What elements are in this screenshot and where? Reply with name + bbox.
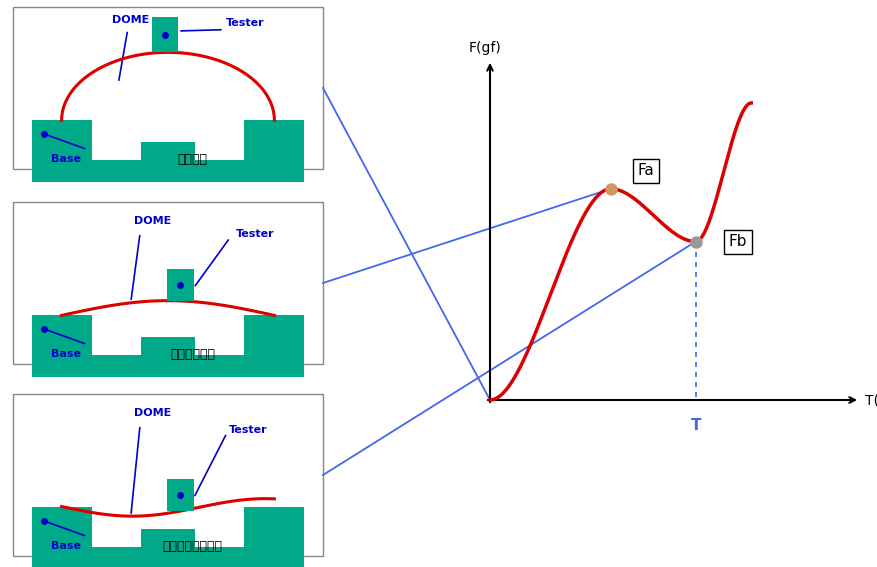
Text: Fa: Fa: [637, 163, 653, 178]
Bar: [13, 7, 323, 169]
Bar: [32, 315, 91, 356]
Text: Base: Base: [51, 154, 81, 164]
Bar: [32, 507, 91, 547]
Text: Base: Base: [51, 541, 81, 551]
Text: DOME: DOME: [133, 217, 171, 226]
Bar: [32, 120, 91, 160]
Text: Fb: Fb: [728, 234, 746, 249]
Text: T: T: [689, 418, 700, 433]
Bar: [167, 479, 193, 511]
Bar: [13, 202, 323, 364]
Bar: [32, 547, 304, 567]
Text: 力最大时状态: 力最大时状态: [170, 348, 215, 361]
Text: Base: Base: [51, 349, 81, 359]
Bar: [13, 394, 323, 556]
Bar: [140, 142, 195, 160]
Bar: [152, 16, 178, 52]
Bar: [32, 160, 304, 182]
Text: DOME: DOME: [112, 15, 149, 25]
Text: 接触到底部时状态: 接触到底部时状态: [162, 540, 223, 553]
Bar: [140, 529, 195, 547]
Text: T(mm): T(mm): [864, 393, 877, 407]
Bar: [244, 507, 304, 547]
Text: Tester: Tester: [226, 18, 265, 28]
Text: F(gf): F(gf): [468, 41, 501, 55]
Bar: [167, 269, 193, 301]
Bar: [140, 337, 195, 356]
Text: Tester: Tester: [235, 230, 274, 239]
Bar: [244, 120, 304, 160]
Text: 初始状态: 初始状态: [178, 153, 208, 166]
Text: DOME: DOME: [133, 408, 171, 418]
Text: Tester: Tester: [229, 425, 267, 435]
Bar: [32, 356, 304, 377]
Bar: [244, 315, 304, 356]
